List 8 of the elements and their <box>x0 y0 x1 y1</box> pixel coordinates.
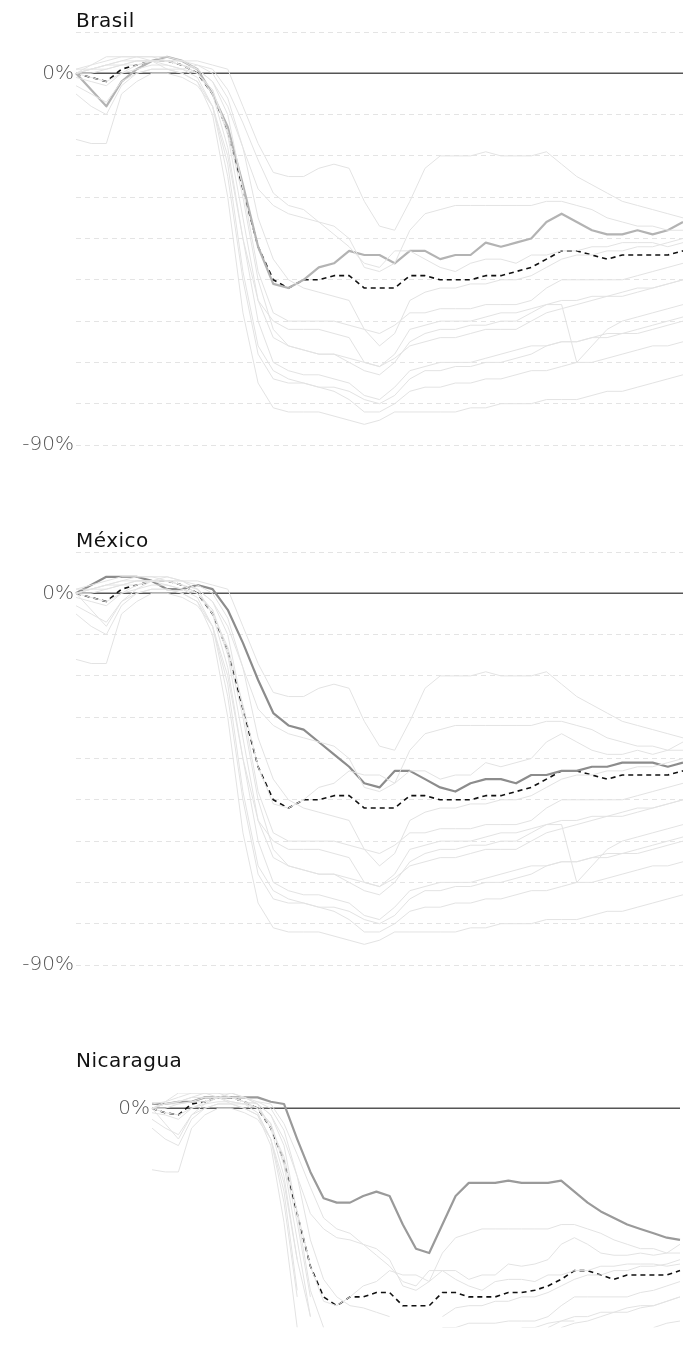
chart-title: México <box>76 528 149 552</box>
chart-title: Brasil <box>76 8 135 32</box>
y-tick-label: -90% <box>22 951 74 976</box>
y-tick-label: -90% <box>22 431 74 456</box>
chart-title: Nicaragua <box>76 1048 183 1072</box>
text: 0% <box>118 1094 150 1119</box>
y-tick-label: 0% <box>42 59 74 84</box>
y-tick-label: 0% <box>42 579 74 604</box>
